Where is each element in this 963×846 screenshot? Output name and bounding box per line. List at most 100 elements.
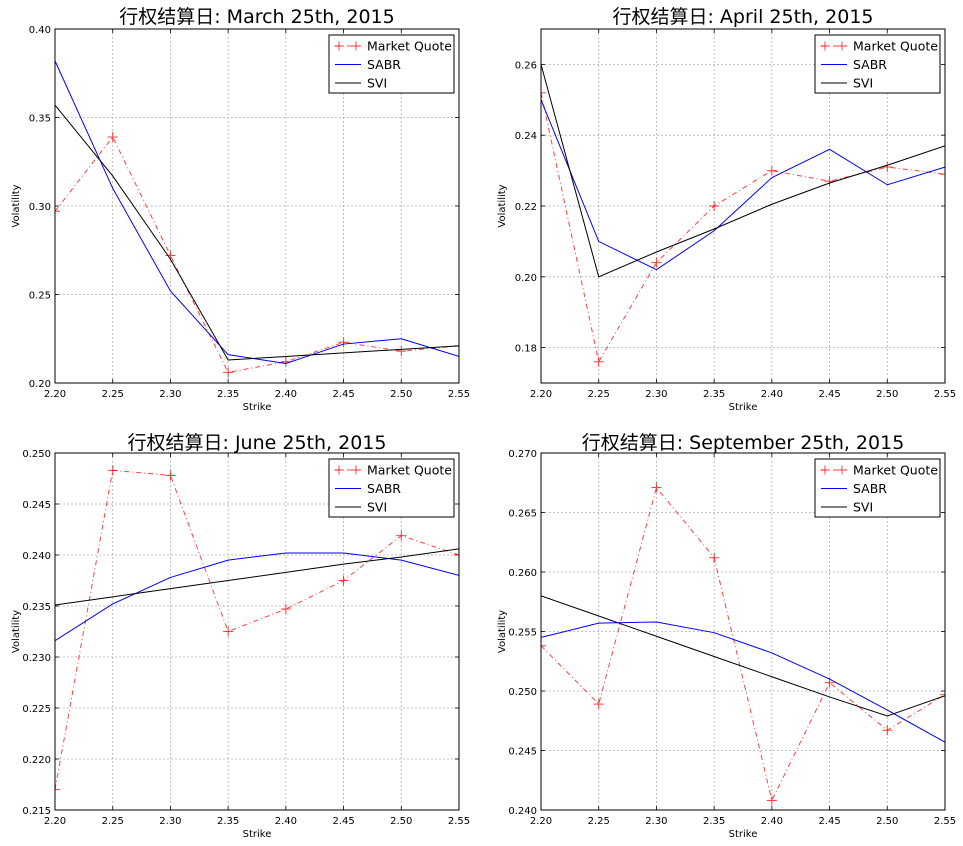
y-axis-label: Volatility — [497, 184, 508, 227]
x-tick-label: 2.40 — [275, 389, 297, 400]
x-tick-label: 2.25 — [102, 816, 124, 827]
legend-label: SABR — [853, 481, 887, 496]
data-point-marker — [766, 165, 777, 176]
x-axis-label: Strike — [729, 829, 758, 840]
legend: Market Quote SABR SVI — [328, 458, 455, 518]
x-tick-label: 2.35 — [703, 389, 725, 400]
legend: Market Quote SABR SVI — [328, 34, 455, 94]
legend-label: SVI — [367, 500, 387, 515]
legend-swatch-marker — [820, 41, 830, 51]
data-point-marker — [824, 176, 835, 187]
chart-title: 行权结算日: April 25th, 2015 — [612, 6, 873, 28]
y-tick-label: 0.250 — [508, 687, 537, 698]
y-tick-label: 0.250 — [22, 449, 51, 460]
plot-frame — [540, 452, 946, 811]
plot-frame — [54, 452, 460, 811]
data-point-marker — [55, 206, 60, 217]
y-tick-label: 0.40 — [29, 25, 51, 36]
legend-label: Market Quote — [853, 39, 938, 54]
x-tick-label: 2.55 — [448, 389, 470, 400]
y-tick-label: 0.22 — [515, 202, 537, 213]
x-tick-label: 2.20 — [530, 816, 552, 827]
legend: Market Quote SABR SVI — [814, 34, 941, 94]
data-point-marker — [338, 575, 349, 586]
data-point-marker — [541, 87, 546, 98]
y-tick-label: 0.240 — [508, 806, 537, 817]
legend-label: SVI — [367, 76, 387, 91]
x-tick-label: 2.25 — [102, 389, 124, 400]
data-point-marker — [107, 131, 118, 142]
legend-label: SABR — [367, 481, 401, 496]
series-line-market-quote — [541, 486, 945, 802]
y-tick-label: 0.20 — [29, 379, 51, 390]
x-tick-label: 2.30 — [159, 816, 181, 827]
series-line-svi — [55, 104, 459, 361]
x-tick-label: 2.45 — [818, 816, 840, 827]
legend-swatch-marker — [334, 465, 344, 475]
chart-panel-1: 2.20 2.25 2.30 2.35 2.40 2.45 2.50 2.55 0.20 0.25… — [11, 6, 470, 413]
y-tick-label: 0.245 — [22, 500, 51, 511]
legend-swatch-marker — [820, 465, 830, 475]
y-tick-label: 0.255 — [508, 628, 537, 639]
x-tick-label: 2.20 — [530, 389, 552, 400]
legend-label: Market Quote — [853, 463, 938, 478]
data-point-marker — [882, 162, 893, 173]
x-tick-label: 2.20 — [44, 389, 66, 400]
data-point-marker — [766, 795, 777, 806]
series-line-svi — [541, 595, 945, 717]
y-axis-label: Volatility — [11, 610, 22, 653]
x-tick-label: 2.30 — [645, 816, 667, 827]
x-tick-label: 2.50 — [876, 816, 898, 827]
legend-label: SABR — [853, 57, 887, 72]
x-tick-label: 2.50 — [390, 389, 412, 400]
y-tick-label: 0.35 — [29, 114, 51, 125]
data-point-marker — [280, 604, 291, 615]
y-tick-label: 0.220 — [22, 755, 51, 766]
x-tick-label: 2.40 — [761, 389, 783, 400]
x-axis-label: Strike — [243, 402, 272, 413]
x-tick-label: 2.30 — [645, 389, 667, 400]
y-tick-label: 0.215 — [22, 806, 51, 817]
chart-title: 行权结算日: September 25th, 2015 — [582, 432, 905, 454]
y-tick-label: 0.265 — [508, 509, 537, 520]
y-axis-label: Volatility — [11, 184, 22, 227]
data-point-marker — [940, 169, 945, 180]
data-point-marker — [223, 367, 234, 378]
y-axis-label: Volatility — [497, 610, 508, 653]
legend: Market Quote SABR SVI — [814, 458, 941, 518]
x-tick-label: 2.35 — [703, 816, 725, 827]
data-point-marker — [593, 356, 604, 367]
legend-swatch-marker — [334, 41, 344, 51]
y-tick-label: 0.18 — [515, 344, 537, 355]
x-tick-label: 2.55 — [448, 816, 470, 827]
data-point-marker — [651, 257, 662, 268]
series-line-sabr — [541, 621, 945, 743]
data-point-marker — [541, 640, 546, 651]
data-point-marker — [940, 689, 945, 700]
chart-panel-4: 2.20 2.25 2.30 2.35 2.40 2.45 2.50 2.55 0.240 0.2… — [497, 432, 956, 840]
y-tick-label: 0.245 — [508, 747, 537, 758]
data-point-marker — [165, 470, 176, 481]
data-point-marker — [338, 337, 349, 348]
series-line-market-quote — [541, 92, 945, 364]
y-tick-label: 0.25 — [29, 291, 51, 302]
data-point-marker — [280, 356, 291, 367]
data-point-marker — [651, 482, 662, 493]
legend-label: SABR — [367, 57, 401, 72]
y-tick-label: 0.260 — [508, 568, 537, 579]
x-tick-label: 2.40 — [275, 816, 297, 827]
x-tick-label: 2.30 — [159, 389, 181, 400]
legend-swatch-marker — [837, 465, 847, 475]
data-point-marker — [396, 530, 407, 541]
y-tick-label: 0.30 — [29, 202, 51, 213]
data-point-marker — [709, 552, 720, 563]
data-point-marker — [593, 699, 604, 710]
chart-panel-3: 2.20 2.25 2.30 2.35 2.40 2.45 2.50 2.55 0.215 0.2… — [11, 432, 470, 840]
series-line-sabr — [55, 60, 459, 365]
data-point-marker — [396, 346, 407, 357]
x-tick-label: 2.55 — [934, 389, 956, 400]
series-line-sabr — [55, 552, 459, 642]
legend-label: Market Quote — [367, 463, 452, 478]
x-axis-label: Strike — [729, 402, 758, 413]
